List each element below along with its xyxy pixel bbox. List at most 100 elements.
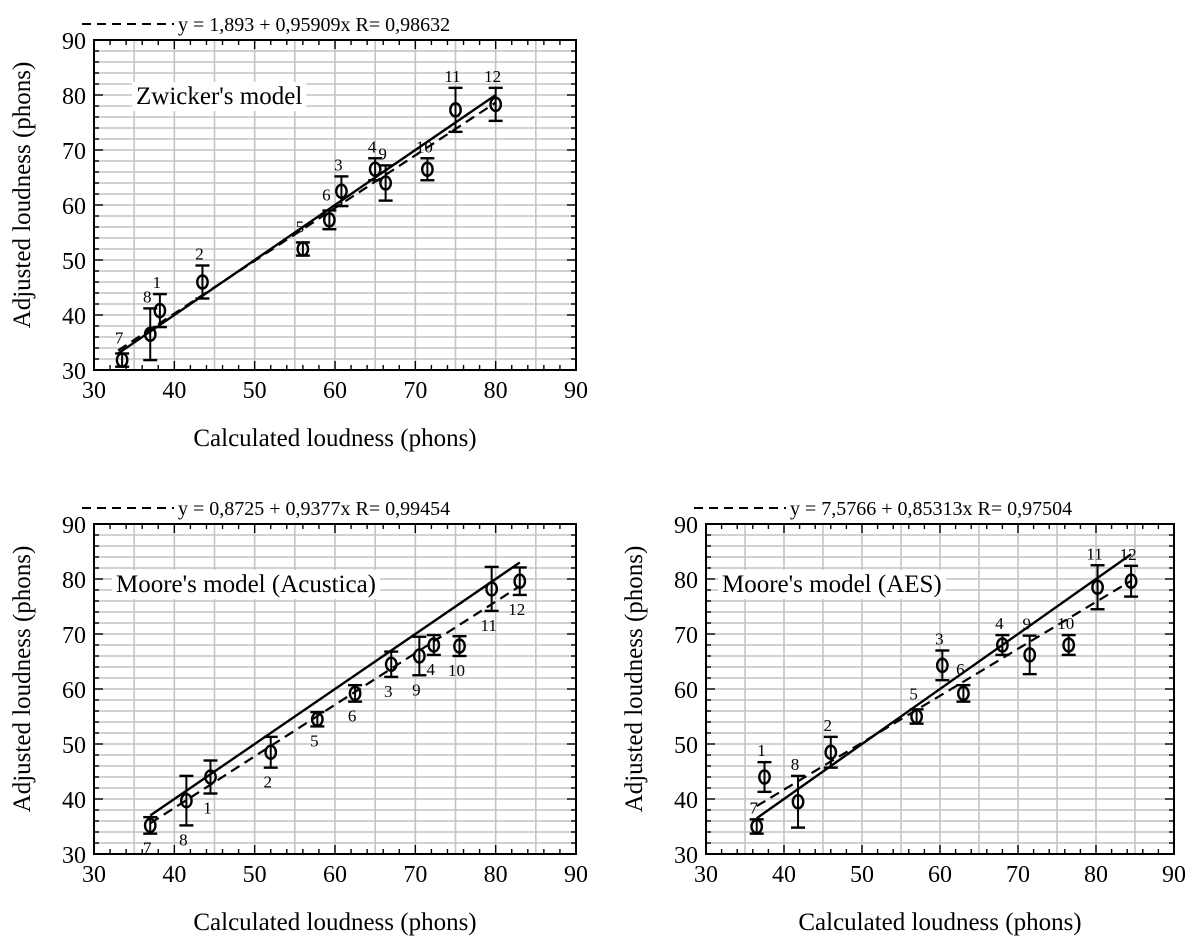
data-point-11: 11	[480, 565, 499, 635]
data-point-label: 10	[416, 137, 433, 156]
y-tick-label: 70	[674, 623, 698, 649]
data-point-5: 5	[296, 217, 310, 257]
data-point-label: 5	[310, 731, 319, 750]
fit-line	[117, 101, 497, 352]
data-point-label: 8	[143, 287, 152, 306]
x-tick-label: 50	[850, 862, 874, 888]
data-marker	[791, 793, 805, 810]
data-point-9: 9	[1022, 615, 1037, 676]
data-point-4: 4	[427, 633, 441, 679]
y-tick-label: 30	[62, 843, 86, 869]
data-marker	[196, 274, 209, 290]
x-axis-title: Calculated loudness (phons)	[798, 909, 1081, 936]
data-point-11: 11	[1086, 544, 1105, 611]
data-point-label: 10	[1057, 614, 1074, 633]
data-marker	[368, 161, 382, 178]
y-axis-title: Adjusted loudness (phons)	[621, 546, 648, 813]
data-point-label: 11	[1086, 544, 1102, 563]
data-marker	[935, 657, 949, 674]
x-tick-label: 60	[323, 862, 347, 888]
data-point-label: 12	[1120, 545, 1137, 564]
data-point-2: 2	[824, 716, 838, 769]
y-tick-label: 40	[62, 788, 86, 814]
data-marker	[296, 241, 310, 257]
y-tick-label: 80	[62, 568, 86, 594]
data-marker	[348, 685, 362, 702]
x-tick-label: 60	[928, 862, 952, 888]
data-point-label: 10	[448, 661, 465, 680]
data-point-8: 8	[143, 287, 158, 362]
data-marker	[996, 637, 1009, 653]
y-tick-label: 80	[674, 568, 698, 594]
y-tick-label: 50	[674, 733, 698, 759]
data-marker	[1062, 637, 1076, 653]
data-marker	[420, 161, 434, 178]
x-tick-label: 80	[484, 862, 508, 888]
data-marker	[449, 102, 462, 118]
data-marker	[384, 656, 398, 673]
y-tick-label: 80	[62, 84, 86, 110]
y-tick-label: 40	[674, 788, 698, 814]
data-point-1: 1	[757, 741, 772, 794]
data-marker	[379, 175, 393, 191]
data-marker	[453, 638, 466, 654]
y-tick-label: 70	[62, 623, 86, 649]
data-point-label: 2	[263, 773, 272, 792]
chart-panel-2: 30 40 50 60 70 80 90 30 40 50 60 70 80 90 Calculated l…	[9, 498, 588, 936]
data-point-label: 9	[378, 144, 387, 163]
chart-panel-1: 30 40 50 60 70 80 90 30 40 50 60 70 80 90 Calculated l…	[9, 14, 588, 452]
x-tick-label: 70	[1006, 862, 1030, 888]
data-point-label: 9	[412, 680, 421, 699]
data-marker	[824, 744, 838, 761]
model-label: Zwicker's model	[136, 83, 302, 110]
y-tick-label: 60	[62, 678, 86, 704]
ideal-line	[149, 561, 521, 817]
fit-equation: y = 0,8725 + 0,9377x R= 0,99454	[178, 498, 450, 520]
data-point-7: 7	[143, 815, 158, 858]
data-point-11: 11	[444, 67, 463, 134]
x-tick-label: 50	[243, 862, 267, 888]
data-point-8: 8	[791, 755, 806, 829]
data-point-label: 3	[384, 682, 393, 701]
grid	[706, 524, 1174, 854]
data-point-7: 7	[115, 329, 130, 368]
x-tick-label: 50	[243, 378, 267, 404]
y-tick-label: 30	[62, 359, 86, 385]
y-tick-label: 70	[62, 139, 86, 165]
data-point-3: 3	[334, 155, 349, 208]
data-point-3: 3	[935, 630, 950, 682]
data-point-label: 3	[935, 630, 944, 649]
data-point-3: 3	[384, 650, 399, 701]
data-point-label: 1	[153, 273, 162, 292]
data-marker	[310, 711, 324, 728]
y-tick-label: 90	[62, 29, 86, 55]
data-marker	[910, 708, 923, 725]
x-tick-label: 40	[162, 378, 186, 404]
x-tick-label: 30	[82, 862, 106, 888]
y-tick-label: 60	[62, 194, 86, 220]
data-point-label: 5	[909, 684, 918, 703]
x-tick-label: 90	[564, 862, 588, 888]
data-point-label: 6	[956, 660, 965, 679]
data-point-10: 10	[416, 137, 435, 182]
axis-ticks	[93, 39, 577, 371]
data-point-10: 10	[448, 635, 467, 680]
axis-ticks	[93, 523, 577, 855]
y-tick-label: 40	[62, 304, 86, 330]
data-point-label: 7	[143, 839, 152, 858]
data-point-label: 12	[484, 67, 501, 86]
data-point-label: 7	[115, 329, 124, 348]
data-point-label: 2	[824, 716, 833, 735]
data-point-6: 6	[348, 683, 363, 726]
data-marker	[335, 183, 348, 200]
data-marker	[489, 96, 503, 113]
data-marker	[1091, 579, 1104, 596]
data-marker	[427, 637, 441, 653]
x-tick-label: 90	[1162, 862, 1186, 888]
data-point-label: 8	[791, 755, 800, 774]
data-point-label: 4	[368, 137, 377, 156]
data-point-9: 9	[412, 635, 427, 699]
model-label-background	[112, 570, 380, 599]
x-tick-label: 40	[162, 862, 186, 888]
